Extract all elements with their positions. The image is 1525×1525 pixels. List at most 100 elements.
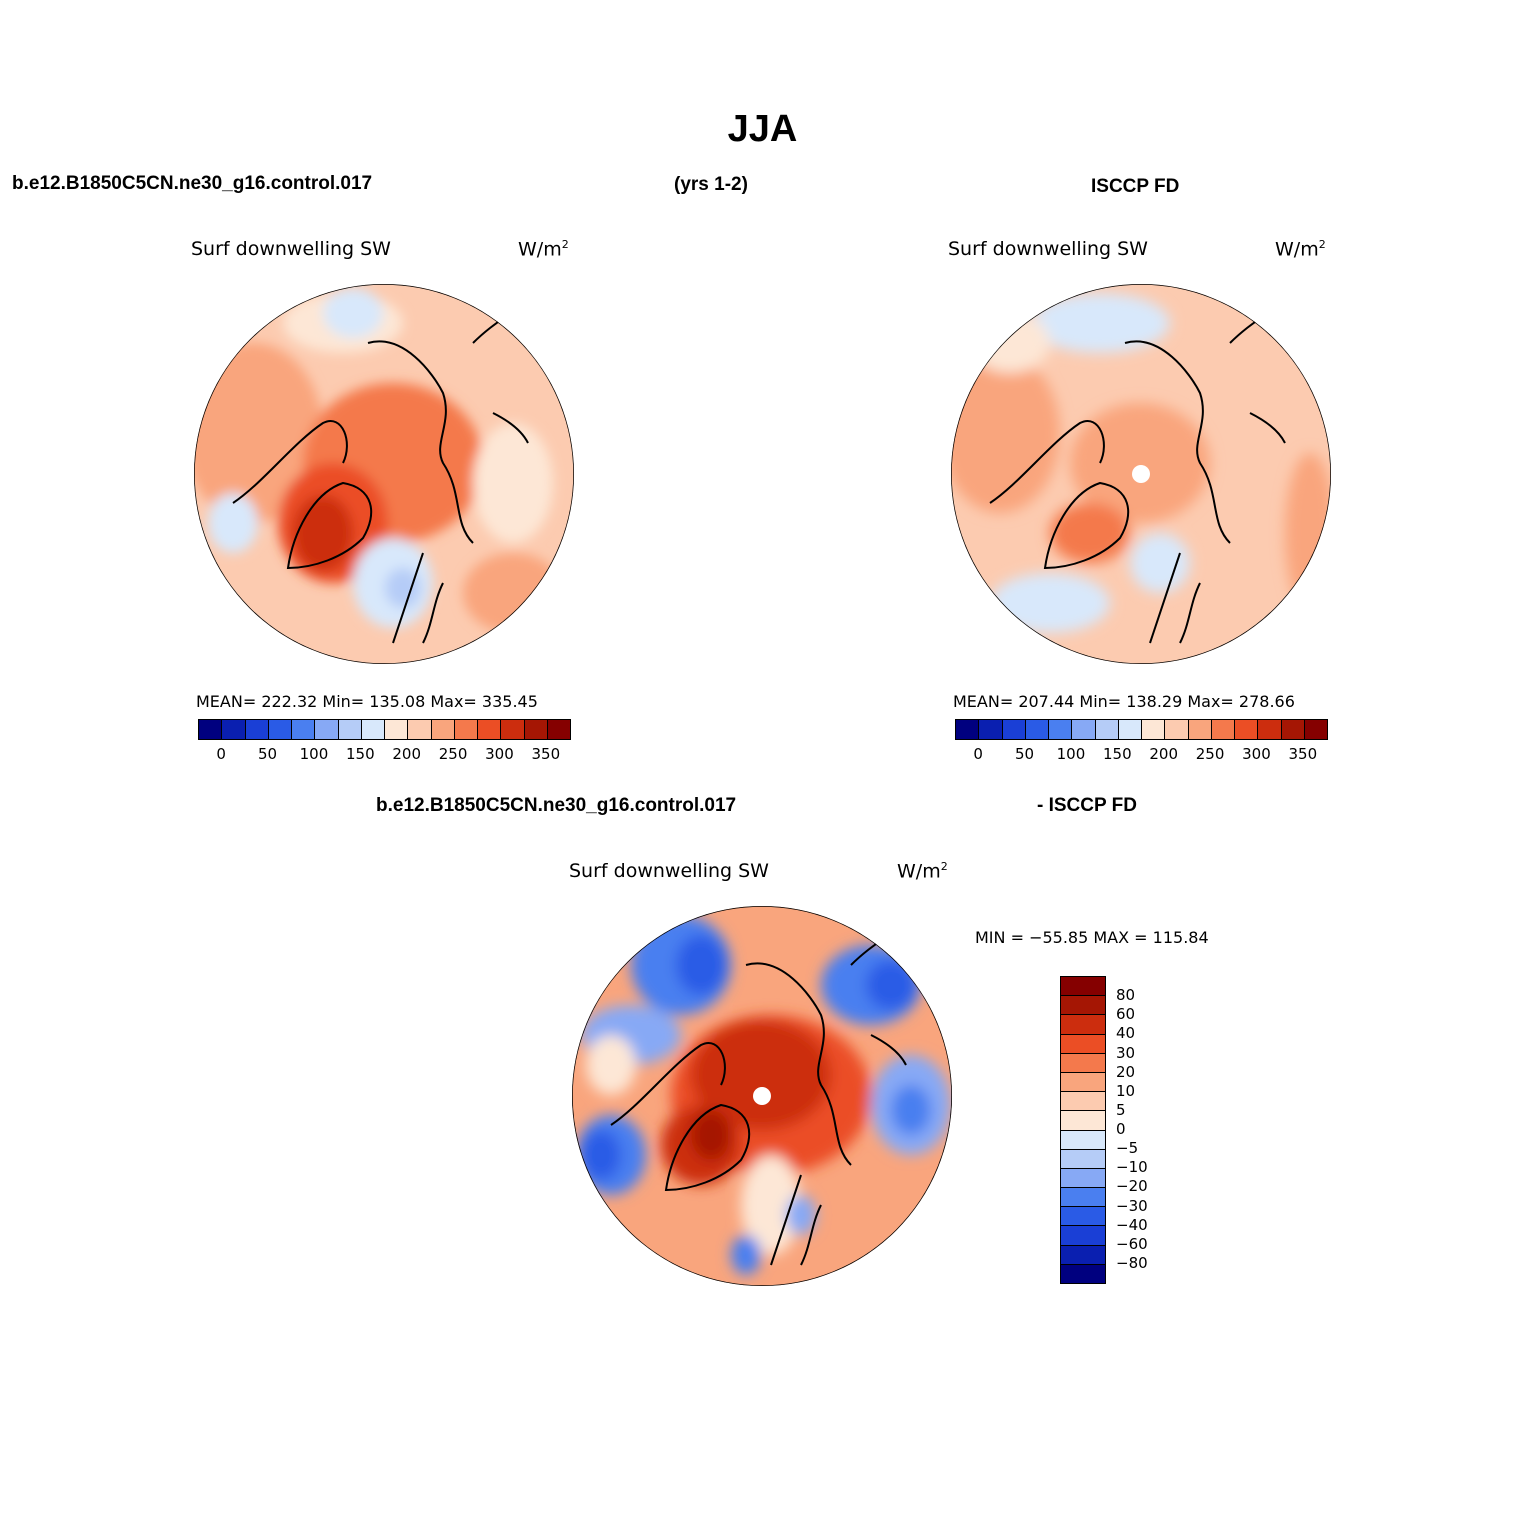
stats-bottom: MIN = −55.85 MAX = 115.84 <box>975 928 1209 947</box>
colorbar-swatch <box>547 720 570 739</box>
colorbar-swatch <box>979 720 1003 739</box>
case-label-top-left: b.e12.B1850C5CN.ne30_g16.control.017 <box>12 173 373 194</box>
colorbar-tick-label: 150 <box>1102 745 1132 763</box>
colorbar-tick-label: 350 <box>531 745 561 763</box>
case-label-bottom: b.e12.B1850C5CN.ne30_g16.control.017 <box>376 795 737 816</box>
colorbar-tick-label: 60 <box>1116 1005 1136 1024</box>
colorbar-swatch <box>199 720 223 739</box>
stats-top-left: MEAN= 222.32 Min= 135.08 Max= 335.45 <box>196 692 538 711</box>
colorbar-tick-label: 10 <box>1116 1081 1136 1100</box>
colorbar-swatch <box>1118 720 1142 739</box>
polar-map-observation <box>951 284 1331 664</box>
colorbar-swatch <box>1061 1015 1105 1035</box>
colorbar-top-right <box>955 719 1328 740</box>
colorbar-swatch <box>292 720 316 739</box>
colorbar-tick-label: −20 <box>1116 1177 1148 1196</box>
colorbar-swatch <box>1061 1245 1105 1265</box>
colorbar-swatch <box>1049 720 1073 739</box>
colorbar-swatch <box>1061 1188 1105 1208</box>
colorbar-swatch <box>408 720 432 739</box>
colorbar-swatch <box>1061 1034 1105 1054</box>
colorbar-swatch <box>361 720 385 739</box>
colorbar-difference <box>1060 976 1106 1284</box>
colorbar-tick-label: 20 <box>1116 1062 1136 1081</box>
colorbar-swatch <box>245 720 269 739</box>
colorbar-tick-label: 0 <box>973 745 983 763</box>
colorbar-swatch <box>1061 1092 1105 1112</box>
colorbar-swatch <box>1211 720 1235 739</box>
colorbar-swatch <box>524 720 548 739</box>
colorbar-tick-label: −80 <box>1116 1253 1148 1272</box>
colorbar-tick-label: 300 <box>1242 745 1271 763</box>
colorbar-swatch <box>1061 1168 1105 1189</box>
colorbar-swatch <box>1142 720 1166 739</box>
colorbar-tick-label: −60 <box>1116 1234 1148 1253</box>
colorbar-tick-label: 0 <box>216 745 226 763</box>
colorbar-tick-label: 30 <box>1116 1043 1136 1062</box>
colorbar-tick-label: 50 <box>258 745 278 763</box>
colorbar-swatch <box>1061 1226 1105 1246</box>
colorbar-swatch <box>268 720 292 739</box>
colorbar-swatch <box>1165 720 1189 739</box>
colorbar-swatch <box>956 720 980 739</box>
colorbar-tick-label: 50 <box>1015 745 1035 763</box>
colorbar-tick-label: −40 <box>1116 1215 1148 1234</box>
colorbar-tick-label: 100 <box>1056 745 1086 763</box>
colorbar-swatch <box>1061 1053 1105 1073</box>
colorbar-swatch <box>1061 1111 1105 1131</box>
colorbar-swatch <box>1072 720 1096 739</box>
units-label-bottom: W/m2 <box>897 860 948 883</box>
colorbar-swatch <box>1235 720 1259 739</box>
colorbar-tick-label: 200 <box>392 745 422 763</box>
colorbar-tick-label: 5 <box>1116 1100 1126 1119</box>
colorbar-tick-label: 250 <box>438 745 468 763</box>
colorbar-swatch <box>1304 720 1327 739</box>
colorbar-swatch <box>1061 1149 1105 1169</box>
colorbar-swatch <box>315 720 339 739</box>
colorbar-swatch <box>1061 996 1105 1016</box>
colorbar-swatch <box>501 720 525 739</box>
colorbar-tick-label: −30 <box>1116 1196 1148 1215</box>
colorbar-swatch <box>1258 720 1282 739</box>
colorbar-swatch <box>454 720 478 739</box>
colorbar-tick-label: 0 <box>1116 1120 1126 1138</box>
units-label-top-left: W/m2 <box>518 238 569 261</box>
colorbar-swatch <box>1025 720 1049 739</box>
units-label-top-right: W/m2 <box>1275 238 1326 261</box>
colorbar-swatch <box>1002 720 1026 739</box>
colorbar-tick-label: 200 <box>1149 745 1179 763</box>
colorbar-swatch <box>1061 1072 1105 1093</box>
colorbar-tick-label: −5 <box>1116 1139 1139 1158</box>
field-label-bottom: Surf downwelling SW <box>569 860 769 882</box>
colorbar-swatch <box>1188 720 1212 739</box>
colorbar-top-left <box>198 719 571 740</box>
colorbar-swatch <box>1061 1264 1105 1283</box>
colorbar-swatch <box>385 720 409 739</box>
colorbar-swatch <box>1061 977 1105 997</box>
colorbar-tick-label: 40 <box>1116 1024 1136 1043</box>
colorbar-tick-label: −10 <box>1116 1158 1148 1177</box>
colorbar-swatch <box>1095 720 1119 739</box>
colorbar-swatch <box>478 720 502 739</box>
colorbar-tick-label: 80 <box>1116 986 1136 1005</box>
colorbar-swatch <box>222 720 246 739</box>
colorbar-swatch <box>1281 720 1305 739</box>
page-title: JJA <box>727 108 798 150</box>
colorbar-swatch <box>1061 1130 1105 1150</box>
field-label-top-right: Surf downwelling SW <box>948 238 1148 260</box>
colorbar-tick-label: 250 <box>1195 745 1225 763</box>
colorbar-tick-label: 150 <box>345 745 375 763</box>
stats-top-right: MEAN= 207.44 Min= 138.29 Max= 278.66 <box>953 692 1295 711</box>
polar-map-model <box>194 284 574 664</box>
field-label-top-left: Surf downwelling SW <box>191 238 391 260</box>
colorbar-swatch <box>338 720 362 739</box>
years-label: (yrs 1-2) <box>674 174 748 195</box>
colorbar-tick-label: 100 <box>299 745 329 763</box>
polar-map-difference <box>572 906 952 1286</box>
colorbar-tick-label: 300 <box>485 745 514 763</box>
case-label-top-right: ISCCP FD <box>1091 176 1180 197</box>
minus-label-bottom: - ISCCP FD <box>1037 795 1137 816</box>
colorbar-tick-label: 350 <box>1288 745 1318 763</box>
colorbar-swatch <box>431 720 455 739</box>
colorbar-swatch <box>1061 1207 1105 1227</box>
